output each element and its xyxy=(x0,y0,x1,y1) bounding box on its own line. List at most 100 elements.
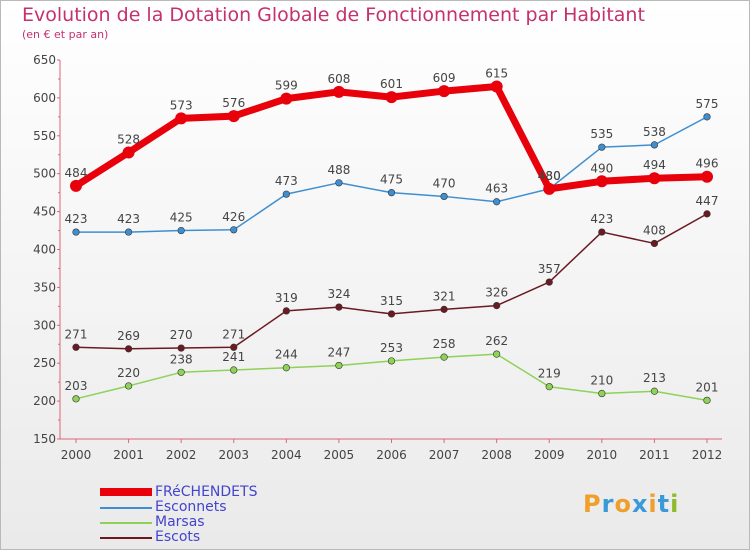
y-tick-label: 300 xyxy=(33,318,56,332)
point-esconnets xyxy=(124,228,133,236)
point-escots xyxy=(177,344,185,352)
point-marsas xyxy=(650,387,659,395)
point-fr-chendets xyxy=(490,80,503,93)
data-label-esconnets: 425 xyxy=(170,211,193,225)
data-label-marsas: 244 xyxy=(275,348,298,362)
data-label-fr-chendets: 490 xyxy=(590,161,613,175)
x-tick-label: 2005 xyxy=(324,448,355,462)
y-tick-label: 550 xyxy=(33,129,56,143)
point-marsas xyxy=(598,389,606,398)
data-label-escots: 447 xyxy=(696,194,719,208)
chart-title: Evolution de la Dotation Globale de Fonc… xyxy=(22,4,645,26)
data-label-esconnets: 475 xyxy=(380,173,403,187)
point-esconnets xyxy=(177,226,185,235)
axes: 150 200 250 300 350 400 450 500 550 600 650 2000 200… xyxy=(33,53,722,462)
x-tick-label: 2009 xyxy=(534,448,565,462)
data-label-fr-chendets: 573 xyxy=(170,98,193,112)
point-esconnets xyxy=(493,198,501,206)
logo-letter: i xyxy=(648,490,658,518)
point-escots xyxy=(335,303,343,311)
data-label-marsas: 220 xyxy=(117,366,140,380)
y-tick-label: 350 xyxy=(33,280,56,294)
data-labels: 423 423 425 426 473 488 475 470 463 480 535 538 575 2… xyxy=(65,67,719,395)
logo-letter: o xyxy=(614,490,632,518)
data-label-fr-chendets: 480 xyxy=(538,169,561,183)
point-marsas xyxy=(387,357,396,365)
legend-swatch xyxy=(100,488,152,496)
point-fr-chendets xyxy=(701,170,713,183)
point-escots xyxy=(545,278,553,286)
point-fr-chendets xyxy=(648,172,661,185)
legend-swatch xyxy=(100,522,152,524)
point-marsas xyxy=(335,361,343,370)
x-tick-label: 2002 xyxy=(166,448,197,462)
legend-label: Escots xyxy=(155,529,201,545)
legend-label: Marsas xyxy=(155,514,205,530)
data-label-esconnets: 423 xyxy=(65,212,88,226)
data-label-marsas: 210 xyxy=(590,374,613,388)
x-tick-label: 2010 xyxy=(587,448,618,462)
data-label-marsas: 213 xyxy=(643,371,666,385)
point-escots xyxy=(493,301,501,310)
point-fr-chendets xyxy=(227,110,240,123)
point-fr-chendets xyxy=(595,175,608,188)
y-tick-label: 250 xyxy=(33,356,56,370)
data-label-marsas: 201 xyxy=(696,380,719,394)
point-esconnets xyxy=(72,228,80,236)
x-tick-label: 2006 xyxy=(376,448,407,462)
logo-letter: P xyxy=(583,490,602,518)
point-esconnets xyxy=(703,113,711,121)
logo-letter: r xyxy=(601,490,615,518)
data-label-fr-chendets: 601 xyxy=(380,77,403,91)
data-label-marsas: 238 xyxy=(170,352,193,366)
point-marsas xyxy=(493,350,501,358)
y-tick-label: 500 xyxy=(33,167,56,181)
point-marsas xyxy=(230,366,238,374)
data-label-marsas: 253 xyxy=(380,341,403,355)
y-tick-label: 200 xyxy=(33,394,56,408)
point-esconnets xyxy=(387,189,396,197)
data-label-fr-chendets: 576 xyxy=(222,96,245,110)
point-fr-chendets xyxy=(543,182,556,195)
data-label-escots: 271 xyxy=(222,327,245,341)
data-label-fr-chendets: 484 xyxy=(65,166,88,180)
logo-letter: t xyxy=(657,490,671,518)
data-label-escots: 270 xyxy=(170,328,193,342)
data-label-escots: 423 xyxy=(590,212,613,226)
point-escots xyxy=(387,310,396,318)
point-esconnets xyxy=(230,226,238,234)
point-fr-chendets xyxy=(438,85,451,98)
proxiti-logo: Proxiti xyxy=(583,490,679,518)
data-label-esconnets: 575 xyxy=(696,97,719,111)
point-fr-chendets xyxy=(70,179,82,192)
data-label-escots: 357 xyxy=(538,262,561,276)
point-escots xyxy=(72,343,80,351)
data-label-escots: 271 xyxy=(65,327,88,341)
legend-swatch xyxy=(100,537,152,539)
y-tick-label: 150 xyxy=(33,432,56,446)
legend-label: FRéCHENDETS xyxy=(155,484,258,500)
data-label-esconnets: 426 xyxy=(222,210,245,224)
legend-swatch xyxy=(100,507,152,509)
x-tick-label: 2011 xyxy=(639,448,670,462)
y-tick-label: 600 xyxy=(33,91,56,105)
data-label-marsas: 262 xyxy=(485,334,508,348)
data-label-escots: 319 xyxy=(275,291,298,305)
data-label-marsas: 258 xyxy=(433,337,456,351)
point-esconnets xyxy=(282,190,290,198)
data-label-esconnets: 535 xyxy=(590,127,613,141)
point-marsas xyxy=(703,396,711,404)
point-fr-chendets xyxy=(332,85,345,98)
point-marsas xyxy=(177,368,185,376)
data-label-esconnets: 423 xyxy=(117,212,140,226)
data-label-escots: 408 xyxy=(643,223,666,237)
point-marsas xyxy=(545,383,553,391)
point-escots xyxy=(440,305,448,313)
x-tick-label: 2003 xyxy=(218,448,249,462)
data-label-escots: 315 xyxy=(380,294,403,308)
point-marsas xyxy=(440,353,448,361)
data-label-marsas: 241 xyxy=(222,350,245,364)
point-esconnets xyxy=(650,141,659,149)
data-label-fr-chendets: 599 xyxy=(275,79,298,93)
